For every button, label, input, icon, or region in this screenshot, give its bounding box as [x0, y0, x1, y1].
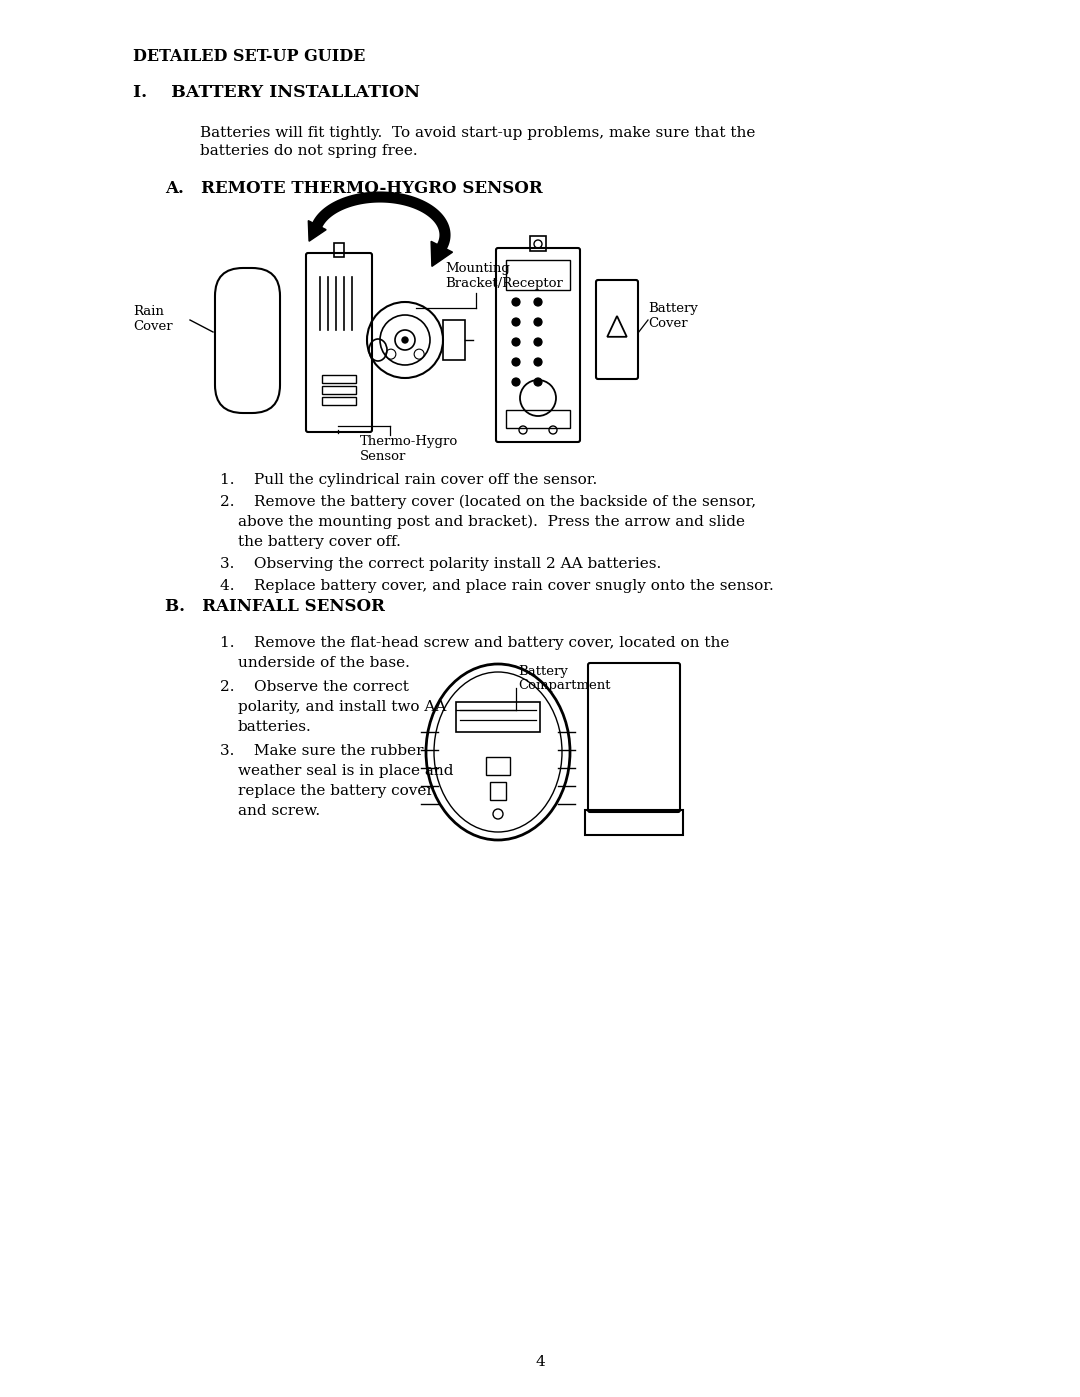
Text: 3.    Observing the correct polarity install 2 AA batteries.: 3. Observing the correct polarity instal… [220, 557, 661, 571]
Text: A.   REMOTE THERMO-HYGRO SENSOR: A. REMOTE THERMO-HYGRO SENSOR [165, 180, 542, 197]
Text: Compartment: Compartment [518, 679, 610, 692]
Text: B.   RAINFALL SENSOR: B. RAINFALL SENSOR [165, 598, 384, 615]
Circle shape [512, 298, 519, 306]
Text: batteries.: batteries. [238, 719, 312, 733]
Text: Rain
Cover: Rain Cover [133, 305, 173, 332]
Text: 4.    Replace battery cover, and place rain cover snugly onto the sensor.: 4. Replace battery cover, and place rain… [220, 578, 773, 592]
Text: 1.    Pull the cylindrical rain cover off the sensor.: 1. Pull the cylindrical rain cover off t… [220, 474, 597, 488]
Bar [322, 386, 356, 394]
Text: 2.    Remove the battery cover (located on the backside of the sensor,: 2. Remove the battery cover (located on … [220, 495, 756, 510]
Text: batteries do not spring free.: batteries do not spring free. [200, 144, 418, 158]
Circle shape [534, 358, 542, 366]
Circle shape [512, 319, 519, 326]
Polygon shape [308, 221, 326, 242]
Bar [486, 757, 510, 775]
Text: 4: 4 [535, 1355, 545, 1369]
Text: the battery cover off.: the battery cover off. [238, 535, 401, 549]
Text: Thermo-Hygro
Sensor: Thermo-Hygro Sensor [360, 434, 458, 462]
Text: 2.    Observe the correct: 2. Observe the correct [220, 680, 409, 694]
Bar [530, 236, 546, 251]
Text: weather seal is in place and: weather seal is in place and [238, 764, 454, 778]
Text: polarity, and install two AA: polarity, and install two AA [238, 700, 446, 714]
Bar [322, 397, 356, 405]
Text: Mounting
Bracket/Receptor: Mounting Bracket/Receptor [445, 263, 563, 291]
Text: underside of the base.: underside of the base. [238, 657, 410, 671]
Text: Batteries will fit tightly.  To avoid start-up problems, make sure that the: Batteries will fit tightly. To avoid sta… [200, 126, 755, 140]
Bar [490, 782, 507, 800]
Bar [322, 374, 356, 383]
Bar [507, 260, 570, 291]
Text: Battery
Cover: Battery Cover [648, 302, 698, 330]
Text: I.    BATTERY INSTALLATION: I. BATTERY INSTALLATION [133, 84, 420, 101]
Text: and screw.: and screw. [238, 805, 320, 819]
Text: replace the battery cover: replace the battery cover [238, 784, 434, 798]
Circle shape [402, 337, 408, 344]
Circle shape [512, 379, 519, 386]
Bar [456, 703, 540, 732]
Text: 3.    Make sure the rubber: 3. Make sure the rubber [220, 745, 423, 759]
Bar [334, 243, 345, 257]
Circle shape [534, 298, 542, 306]
Circle shape [512, 358, 519, 366]
Circle shape [512, 338, 519, 346]
Circle shape [534, 338, 542, 346]
Polygon shape [431, 242, 453, 267]
Bar [443, 320, 465, 360]
Circle shape [534, 319, 542, 326]
Bar [585, 810, 683, 835]
Text: DETAILED SET-UP GUIDE: DETAILED SET-UP GUIDE [133, 47, 365, 66]
Bar [507, 409, 570, 427]
Circle shape [534, 379, 542, 386]
Text: 1.    Remove the flat-head screw and battery cover, located on the: 1. Remove the flat-head screw and batter… [220, 636, 729, 650]
Text: above the mounting post and bracket).  Press the arrow and slide: above the mounting post and bracket). Pr… [238, 515, 745, 529]
Text: Battery: Battery [518, 665, 568, 678]
